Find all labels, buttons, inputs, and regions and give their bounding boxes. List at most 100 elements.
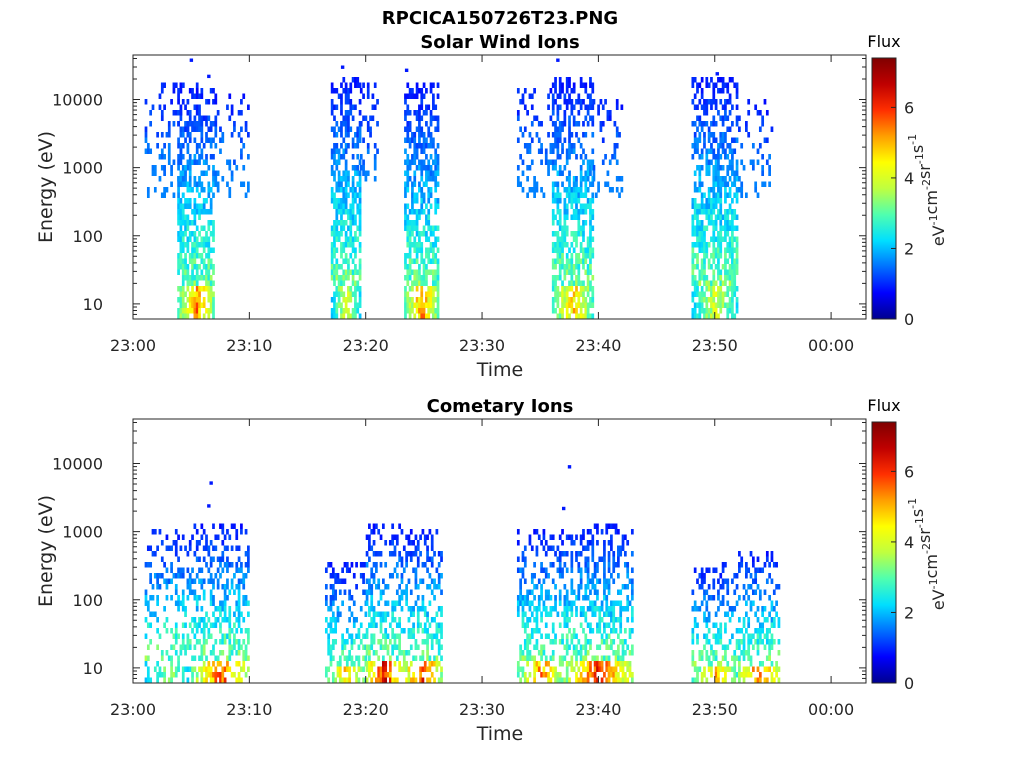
flux-cell: [355, 584, 358, 590]
flux-cell: [184, 622, 187, 628]
flux-cell: [335, 231, 339, 237]
flux-cell: [212, 176, 215, 182]
flux-cell: [235, 606, 239, 612]
flux-cell: [209, 666, 213, 672]
flux-cell: [344, 159, 348, 165]
flux-cell: [731, 286, 734, 292]
flux-cell: [714, 203, 718, 209]
flux-cell: [691, 308, 695, 314]
flux-cell: [425, 291, 428, 297]
flux-cell: [691, 121, 695, 127]
plot-frame: [132, 418, 867, 684]
flux-cell: [528, 655, 532, 661]
flux-cell: [714, 137, 718, 143]
flux-cell: [188, 88, 192, 94]
flux-cell: [324, 666, 328, 672]
flux-cell: [181, 622, 185, 628]
flux-cell: [703, 280, 706, 286]
flux-cell: [537, 595, 541, 601]
flux-cell: [698, 115, 702, 121]
flux-cell: [712, 253, 716, 259]
flux-cell: [223, 595, 227, 601]
flux-cell: [174, 672, 178, 678]
flux-cell: [719, 181, 723, 187]
flux-cell: [523, 622, 527, 628]
flux-cell: [200, 655, 204, 661]
flux-cell: [172, 159, 176, 165]
flux-cell: [209, 650, 213, 656]
flux-cell: [347, 132, 350, 138]
flux-cell: [415, 198, 419, 204]
flux-cell: [605, 606, 609, 612]
flux-cell: [144, 677, 148, 683]
flux-cell: [600, 600, 604, 606]
flux-cell: [329, 600, 333, 606]
flux-cell: [705, 617, 709, 623]
flux-cell: [437, 639, 441, 645]
flux-cell: [146, 666, 150, 672]
flux-cell: [426, 556, 429, 562]
flux-cell: [549, 159, 553, 165]
flux-cell: [212, 600, 215, 606]
flux-cell: [768, 573, 771, 579]
flux-cell: [237, 611, 241, 617]
flux-cell: [352, 661, 356, 667]
flux-cell: [391, 628, 395, 634]
flux-cell: [177, 88, 180, 94]
flux-cell: [714, 291, 718, 297]
flux-cell: [214, 639, 218, 645]
flux-cell: [703, 110, 706, 116]
flux-cell: [368, 523, 371, 529]
flux-cell: [747, 633, 751, 639]
flux-cell: [340, 181, 343, 187]
flux-cell: [177, 110, 180, 116]
flux-cell: [207, 269, 211, 275]
flux-cell: [235, 661, 239, 667]
flux-cell: [516, 661, 520, 667]
flux-cell: [235, 617, 239, 623]
flux-cell: [335, 269, 339, 275]
flux-cell: [406, 132, 410, 138]
flux-cell: [186, 214, 190, 220]
flux-cell: [565, 297, 569, 303]
flux-cell: [577, 677, 581, 683]
flux-cell: [582, 655, 585, 661]
flux-cell: [714, 214, 718, 220]
flux-cell: [528, 589, 532, 595]
flux-cell: [731, 275, 734, 281]
flux-cell: [432, 313, 435, 319]
flux-cell: [721, 104, 725, 110]
flux-cell: [733, 264, 737, 270]
flux-cell: [435, 639, 439, 645]
flux-cell: [221, 540, 225, 546]
flux-cell: [726, 231, 730, 237]
flux-cell: [565, 639, 569, 645]
flux-cell: [404, 258, 407, 264]
flux-cell: [565, 159, 569, 165]
flux-cell: [705, 302, 709, 308]
flux-cell: [705, 253, 709, 259]
flux-cell: [554, 633, 557, 639]
flux-cell: [153, 187, 157, 193]
flux-cell: [563, 203, 567, 209]
flux-point: [561, 506, 566, 511]
flux-cell: [724, 611, 727, 617]
flux-cell: [344, 181, 348, 187]
flux-cell: [707, 258, 711, 264]
flux-cell: [705, 110, 709, 116]
flux-cell: [418, 313, 421, 319]
colorbar-unit: eV-1cm-2sr-1s-1: [906, 134, 948, 246]
flux-cell: [351, 308, 355, 314]
flux-cell: [379, 589, 383, 595]
flux-cell: [167, 126, 171, 132]
flux-cell: [735, 308, 739, 314]
flux-cell: [724, 236, 727, 242]
flux-cell: [591, 159, 595, 165]
flux-cell: [420, 253, 424, 259]
flux-cell: [603, 611, 606, 617]
flux-cell: [728, 666, 732, 672]
flux-cell: [329, 650, 333, 656]
unit-exponent: -1: [927, 214, 940, 225]
flux-cell: [205, 154, 208, 160]
flux-cell: [582, 225, 585, 231]
